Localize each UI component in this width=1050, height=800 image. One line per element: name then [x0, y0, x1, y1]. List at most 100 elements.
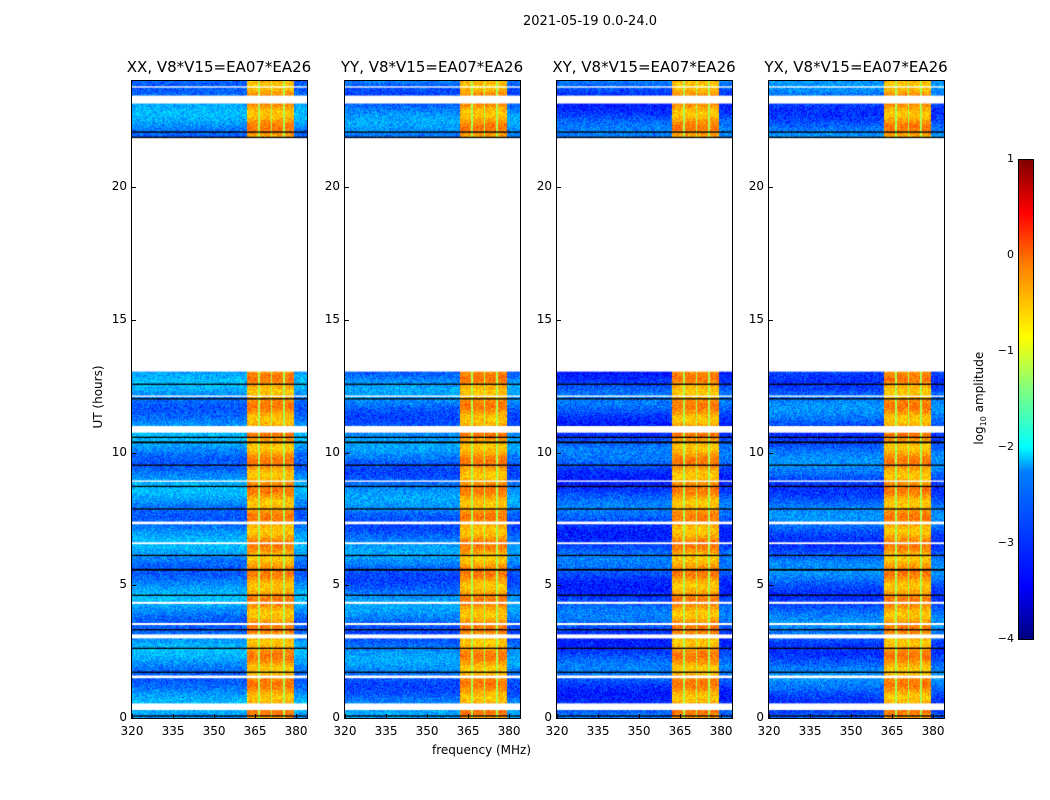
y-tick-mark — [556, 319, 561, 321]
x-tick-label: 320 — [120, 724, 144, 738]
x-tick-mark — [296, 714, 298, 719]
x-tick-label: 365 — [243, 724, 267, 738]
colorbar-tick-label: −3 — [997, 536, 1014, 549]
panel-title: YY, V8*V15=EA07*EA26 — [340, 58, 524, 76]
y-tick-mark — [131, 452, 136, 454]
x-tick-mark — [386, 714, 388, 719]
x-tick-label: 320 — [757, 724, 781, 738]
x-tick-mark — [345, 714, 346, 719]
x-tick-label: 350 — [415, 724, 439, 738]
y-tick-label: 10 — [748, 444, 764, 459]
x-tick-label: 365 — [668, 724, 692, 738]
x-axis-label: frequency (MHz) — [432, 743, 532, 757]
x-tick-mark — [214, 714, 216, 719]
x-tick-mark — [468, 714, 470, 719]
y-tick-label: 0 — [756, 710, 764, 724]
colorbar-tick-label: −1 — [997, 344, 1014, 357]
x-tick-label: 380 — [284, 724, 308, 738]
y-tick-mark — [344, 452, 349, 454]
x-tick-label: 335 — [798, 724, 822, 738]
y-tick-label: 15 — [324, 311, 340, 326]
y-tick-label: 5 — [544, 577, 552, 592]
colorbar-tick-label: −4 — [997, 632, 1014, 645]
y-tick-mark — [768, 187, 773, 189]
x-tick-mark — [810, 714, 812, 719]
x-tick-mark — [427, 714, 429, 719]
y-tick-label: 20 — [324, 179, 340, 194]
x-tick-label: 320 — [545, 724, 569, 738]
y-tick-label: 20 — [536, 179, 552, 194]
x-tick-label: 365 — [456, 724, 480, 738]
x-tick-label: 380 — [921, 724, 945, 738]
x-tick-label: 335 — [374, 724, 398, 738]
y-tick-mark — [556, 452, 561, 454]
figure-title: 2021-05-19 0.0-24.0 — [523, 14, 657, 29]
y-tick-label: 20 — [111, 179, 127, 194]
x-tick-mark — [721, 714, 723, 719]
y-tick-mark — [131, 319, 136, 321]
x-tick-label: 320 — [333, 724, 357, 738]
panel-title: YX, V8*V15=EA07*EA26 — [764, 58, 948, 76]
x-tick-mark — [680, 714, 682, 719]
x-tick-mark — [769, 714, 770, 719]
y-tick-label: 5 — [332, 577, 340, 592]
y-tick-mark — [344, 718, 349, 719]
y-tick-label: 10 — [111, 444, 127, 459]
x-tick-mark — [132, 714, 133, 719]
y-tick-mark — [768, 585, 773, 587]
colorbar-label: log10 amplitude — [971, 351, 989, 445]
panel-title: XY, V8*V15=EA07*EA26 — [552, 58, 736, 76]
x-tick-label: 365 — [880, 724, 904, 738]
colorbar-tick-label: 1 — [1007, 152, 1014, 165]
y-tick-mark — [131, 585, 136, 587]
y-tick-mark — [556, 585, 561, 587]
spectrogram-image — [557, 81, 732, 718]
y-tick-label: 15 — [536, 311, 552, 326]
spectrogram-panel — [344, 80, 521, 719]
y-axis-label: UT (hours) — [91, 365, 105, 429]
x-tick-mark — [255, 714, 257, 719]
x-tick-label: 335 — [161, 724, 185, 738]
x-tick-mark — [557, 714, 558, 719]
x-tick-label: 350 — [839, 724, 863, 738]
colorbar — [1018, 159, 1034, 640]
y-tick-mark — [768, 319, 773, 321]
spectrogram-image — [345, 81, 520, 718]
y-tick-label: 5 — [756, 577, 764, 592]
panel-title: XX, V8*V15=EA07*EA26 — [126, 58, 312, 76]
y-tick-label: 20 — [748, 179, 764, 194]
y-tick-mark — [344, 319, 349, 321]
y-tick-mark — [131, 187, 136, 189]
y-tick-mark — [131, 718, 136, 719]
y-tick-label: 0 — [544, 710, 552, 724]
x-tick-label: 350 — [627, 724, 651, 738]
spectrogram-panel — [556, 80, 733, 719]
y-tick-label: 10 — [324, 444, 340, 459]
colorbar-tick-label: 0 — [1007, 248, 1014, 261]
colorbar-tick-label: −2 — [997, 440, 1014, 453]
y-tick-mark — [344, 187, 349, 189]
x-tick-label: 350 — [202, 724, 226, 738]
x-tick-mark — [892, 714, 894, 719]
y-tick-label: 0 — [119, 710, 127, 724]
x-tick-mark — [639, 714, 641, 719]
y-tick-label: 10 — [536, 444, 552, 459]
y-tick-label: 5 — [119, 577, 127, 592]
spectrogram-panel — [131, 80, 308, 719]
y-tick-mark — [344, 585, 349, 587]
x-tick-label: 380 — [497, 724, 521, 738]
y-tick-label: 15 — [748, 311, 764, 326]
x-tick-mark — [851, 714, 853, 719]
x-tick-mark — [598, 714, 600, 719]
x-tick-label: 380 — [709, 724, 733, 738]
y-tick-label: 0 — [332, 710, 340, 724]
x-tick-mark — [509, 714, 511, 719]
y-tick-mark — [768, 452, 773, 454]
y-tick-mark — [768, 718, 773, 719]
spectrogram-image — [132, 81, 307, 718]
y-tick-mark — [556, 718, 561, 719]
x-tick-mark — [173, 714, 175, 719]
x-tick-label: 335 — [586, 724, 610, 738]
spectrogram-image — [769, 81, 944, 718]
x-tick-mark — [933, 714, 935, 719]
